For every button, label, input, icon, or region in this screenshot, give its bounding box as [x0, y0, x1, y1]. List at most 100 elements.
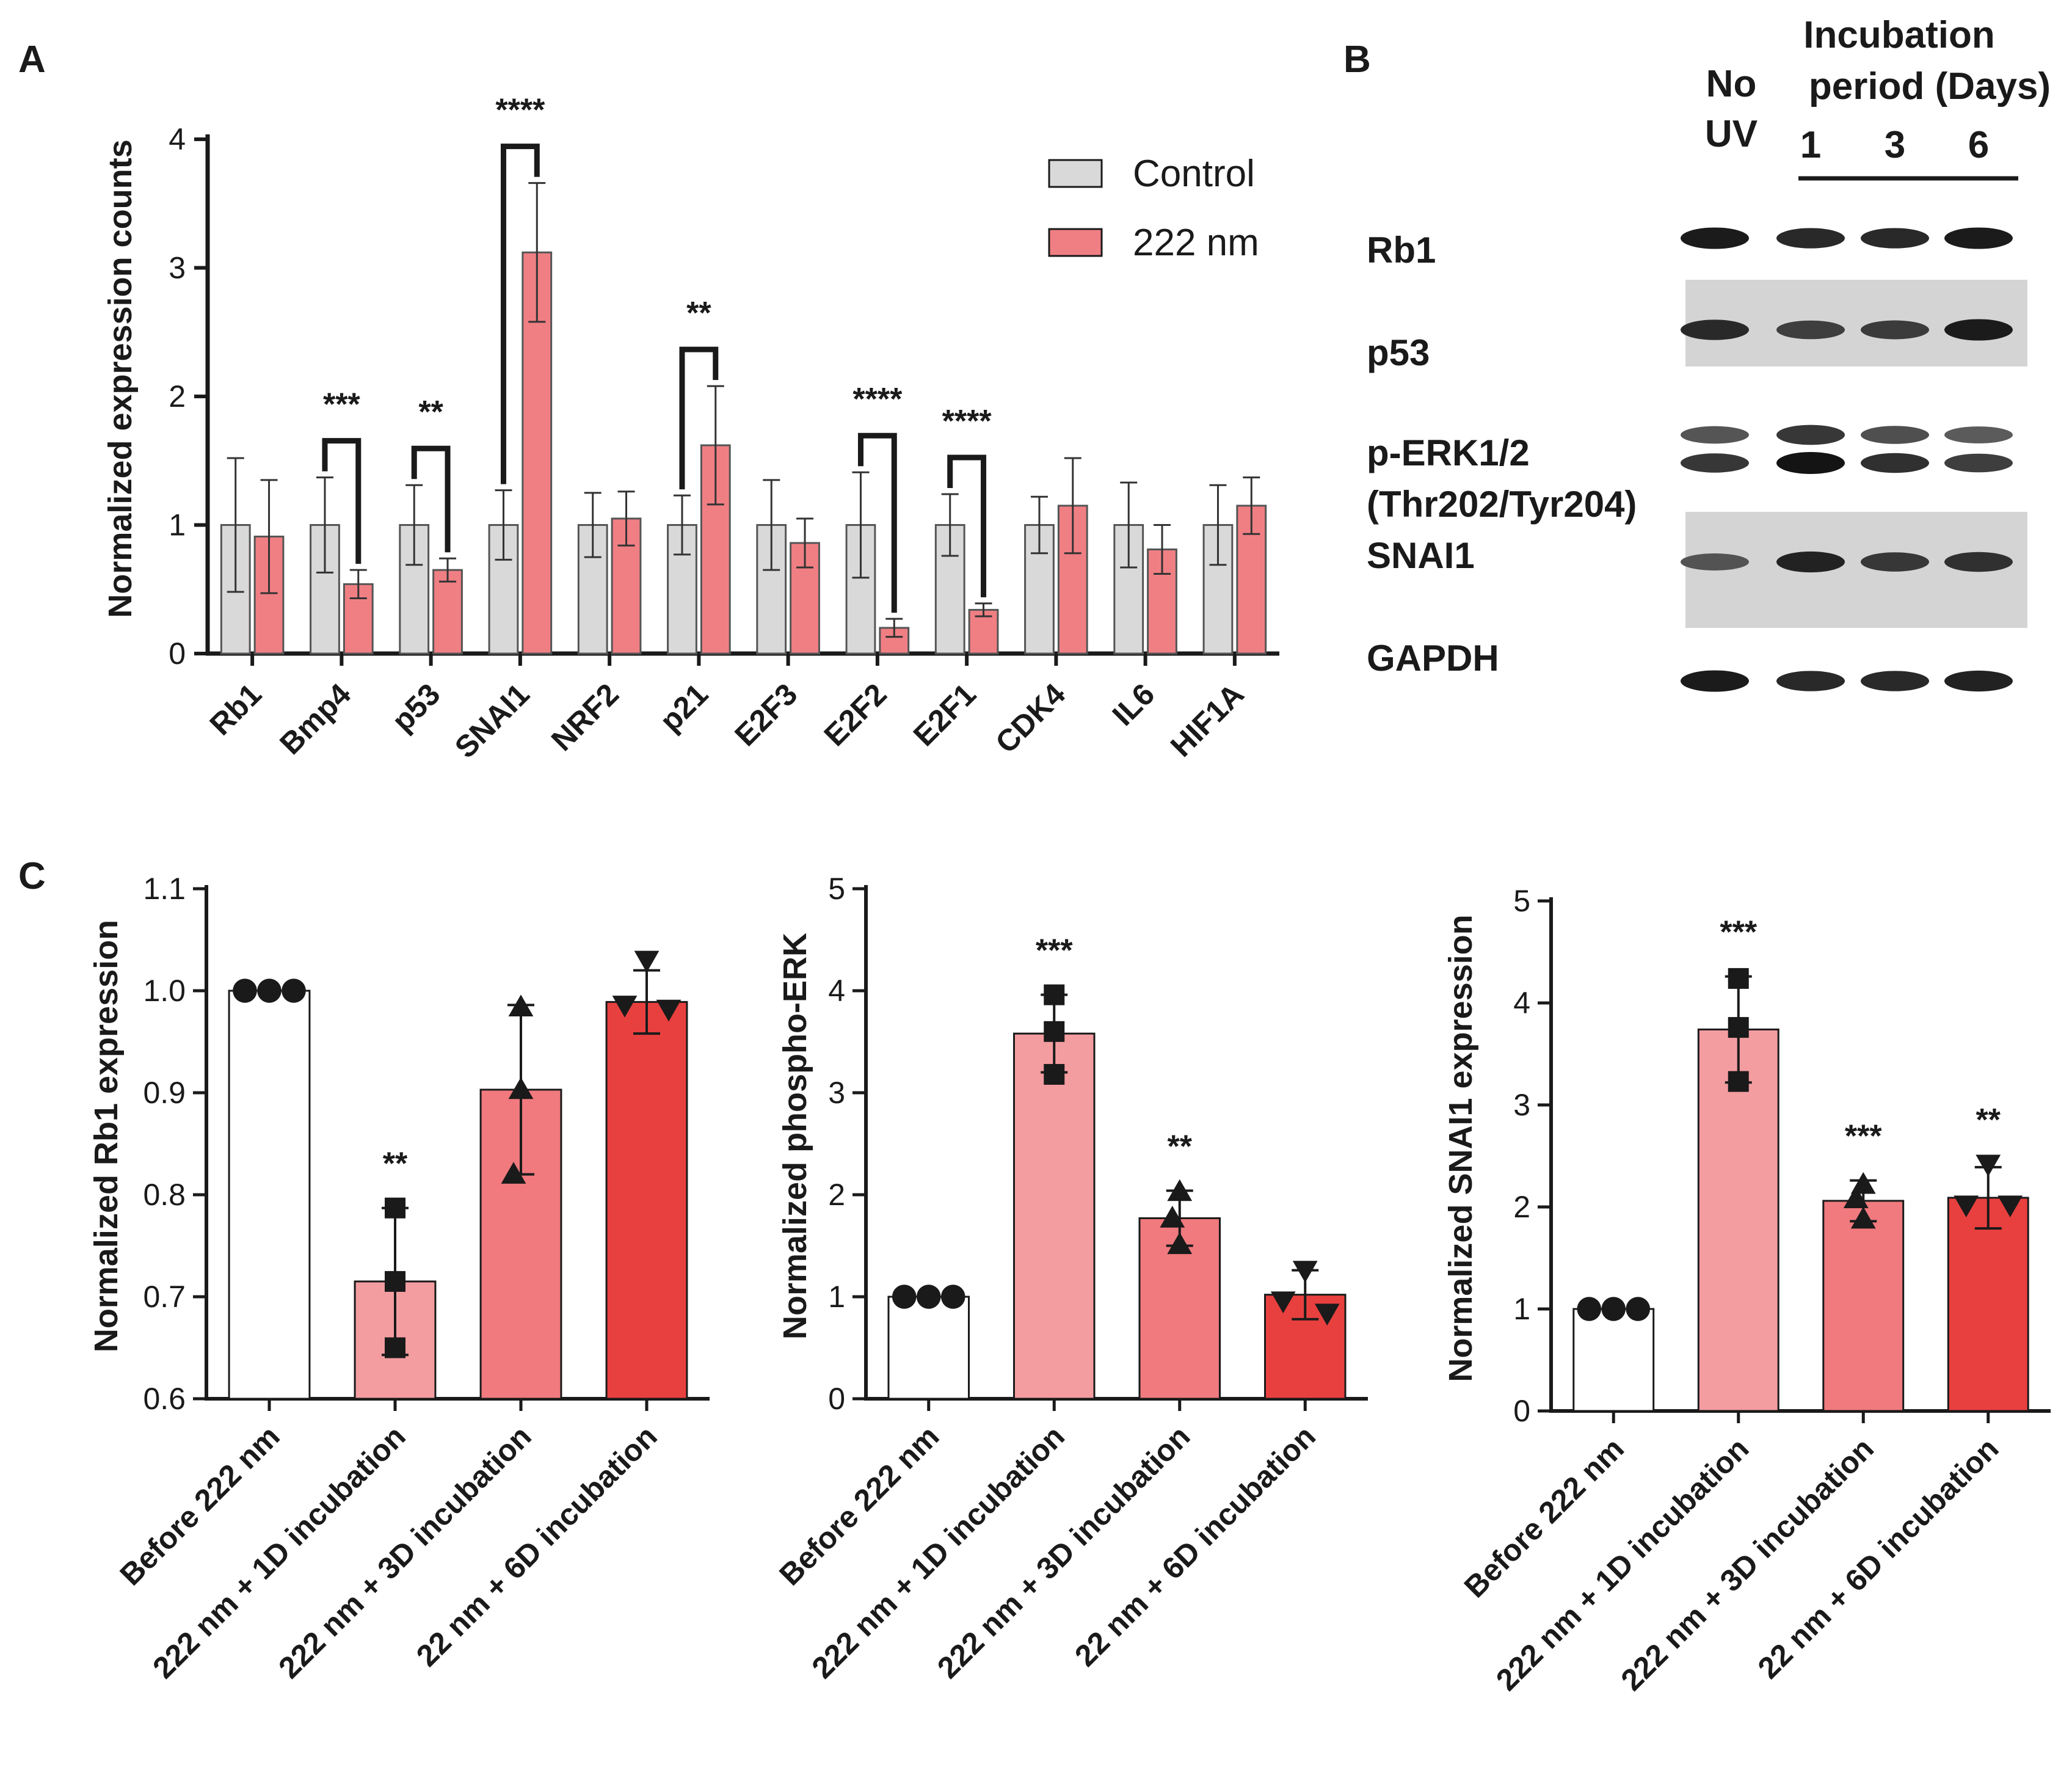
significance-bracket — [500, 144, 540, 484]
x-tick-label: 222 nm + 3D incubation — [1615, 1431, 1880, 1697]
panel-c-rb1-ylabel: Normalized Rb1 expression — [88, 920, 125, 1352]
x-tick-label: HIF1A — [1164, 677, 1251, 764]
blot-band — [1944, 552, 2013, 572]
y-tick-label: 2 — [1513, 1190, 1530, 1224]
y-tick-label: 0.8 — [143, 1178, 186, 1212]
data-point-circle — [940, 1285, 965, 1309]
significance-label: **** — [852, 382, 903, 417]
x-tick-label: E2F1 — [907, 677, 983, 753]
x-tick-label: E2F3 — [728, 677, 804, 753]
data-point-circle — [1626, 1297, 1651, 1321]
data-point-triangle-down — [612, 996, 638, 1018]
data-point-triangle-up — [1167, 1179, 1193, 1201]
x-tick-label: 222 nm + 3D incubation — [931, 1419, 1196, 1685]
data-point-circle — [1601, 1297, 1626, 1321]
blot-day-label: 1 — [1800, 124, 1821, 166]
blot-band — [1944, 227, 2013, 249]
blot-band — [1681, 426, 1749, 444]
x-tick-label: p53 — [385, 677, 447, 738]
data-point-square — [1728, 1071, 1749, 1092]
y-tick-label: 4 — [169, 122, 186, 156]
data-point-triangle-down — [1270, 1291, 1296, 1314]
blot-band — [1681, 319, 1749, 340]
significance-label: *** — [1720, 915, 1757, 950]
y-tick-label: 0 — [828, 1382, 845, 1416]
bar — [228, 990, 311, 1400]
data-point-triangle-up — [1160, 1206, 1185, 1228]
panel-c-snai1-ylabel: Normalized SNAI1 expression — [1442, 914, 1479, 1382]
x-tick-label: 222 nm + 3D incubation — [272, 1419, 537, 1685]
y-tick-label: 4 — [1513, 986, 1530, 1020]
data-point-triangle-up — [1850, 1206, 1876, 1229]
data-point-triangle-down — [1976, 1154, 2001, 1177]
data-point-triangle-down — [1314, 1303, 1340, 1326]
data-point-triangle-up — [508, 1077, 534, 1099]
blot-band — [1776, 551, 1845, 573]
data-point-square — [1044, 1063, 1065, 1085]
blot-band — [1861, 228, 1929, 249]
significance-bracket — [679, 346, 719, 490]
panel-a-ylabel: Normalized expression counts — [102, 139, 139, 618]
blot-band — [1861, 552, 1929, 572]
data-point-triangle-down — [1954, 1195, 1979, 1218]
blot-band — [1776, 452, 1845, 474]
data-point-square — [385, 1270, 405, 1292]
data-point-square — [1728, 1017, 1749, 1038]
y-tick-label: 0.9 — [143, 1076, 186, 1110]
bar — [1012, 1032, 1096, 1400]
blot-row-label: (Thr202/Tyr204) — [1367, 484, 1637, 525]
y-tick-label: 0.6 — [143, 1382, 186, 1416]
blot-band — [1944, 453, 2013, 473]
x-tick-label: E2F2 — [818, 677, 893, 753]
significance-label: **** — [942, 404, 992, 439]
blot-band — [1681, 227, 1749, 249]
data-point-triangle-up — [1843, 1186, 1869, 1208]
x-tick-label: IL6 — [1106, 677, 1161, 732]
blot-row-label: GAPDH — [1367, 638, 1499, 679]
panel-c-perk-ylabel: Normalized phospho-ERK — [777, 933, 813, 1340]
blot-row-label: SNAI1 — [1367, 535, 1475, 576]
blot-band — [1861, 671, 1929, 691]
blot-row-label: p-ERK1/2 — [1367, 432, 1530, 473]
x-tick-label: 22 nm + 6D incubation — [1068, 1419, 1322, 1673]
blot-band — [1944, 426, 2013, 443]
y-tick-label: 1.0 — [143, 974, 186, 1008]
x-tick-label: 22 nm + 6D incubation — [410, 1419, 664, 1673]
blot-band — [1681, 453, 1749, 473]
blot-header-period: period (Days) — [1809, 65, 2051, 108]
data-point-square — [1044, 1021, 1065, 1042]
y-tick-label: 1 — [1513, 1292, 1530, 1326]
data-point-circle — [257, 979, 282, 1003]
x-tick-label: 222 nm + 1D incubation — [146, 1419, 412, 1685]
y-tick-label: 1 — [169, 508, 186, 542]
bar-222nm — [432, 569, 463, 655]
significance-bracket — [947, 454, 987, 597]
y-tick-label: 0 — [169, 636, 186, 671]
blot-row-label: p53 — [1367, 332, 1430, 373]
blot-band — [1776, 425, 1845, 445]
data-point-triangle-down — [634, 950, 660, 973]
x-tick-label: SNAI1 — [448, 677, 536, 765]
blot-band — [1681, 553, 1749, 570]
legend-control-label: Control — [1133, 153, 1255, 195]
y-tick-label: 4 — [828, 974, 845, 1008]
significance-bracket — [411, 445, 451, 553]
y-tick-label: 1 — [828, 1280, 845, 1314]
data-point-triangle-down — [1292, 1261, 1318, 1283]
data-point-circle — [916, 1285, 941, 1309]
y-tick-label: 3 — [169, 251, 186, 285]
data-point-square — [385, 1337, 405, 1358]
blot-band — [1681, 670, 1749, 692]
data-point-circle — [1577, 1297, 1602, 1321]
x-tick-label: CDK4 — [989, 677, 1072, 760]
significance-label: ** — [1976, 1103, 2001, 1138]
significance-label: *** — [1845, 1119, 1882, 1154]
data-point-circle — [892, 1285, 917, 1309]
bar — [1947, 1197, 2029, 1412]
legend-control-swatch — [1048, 159, 1103, 188]
